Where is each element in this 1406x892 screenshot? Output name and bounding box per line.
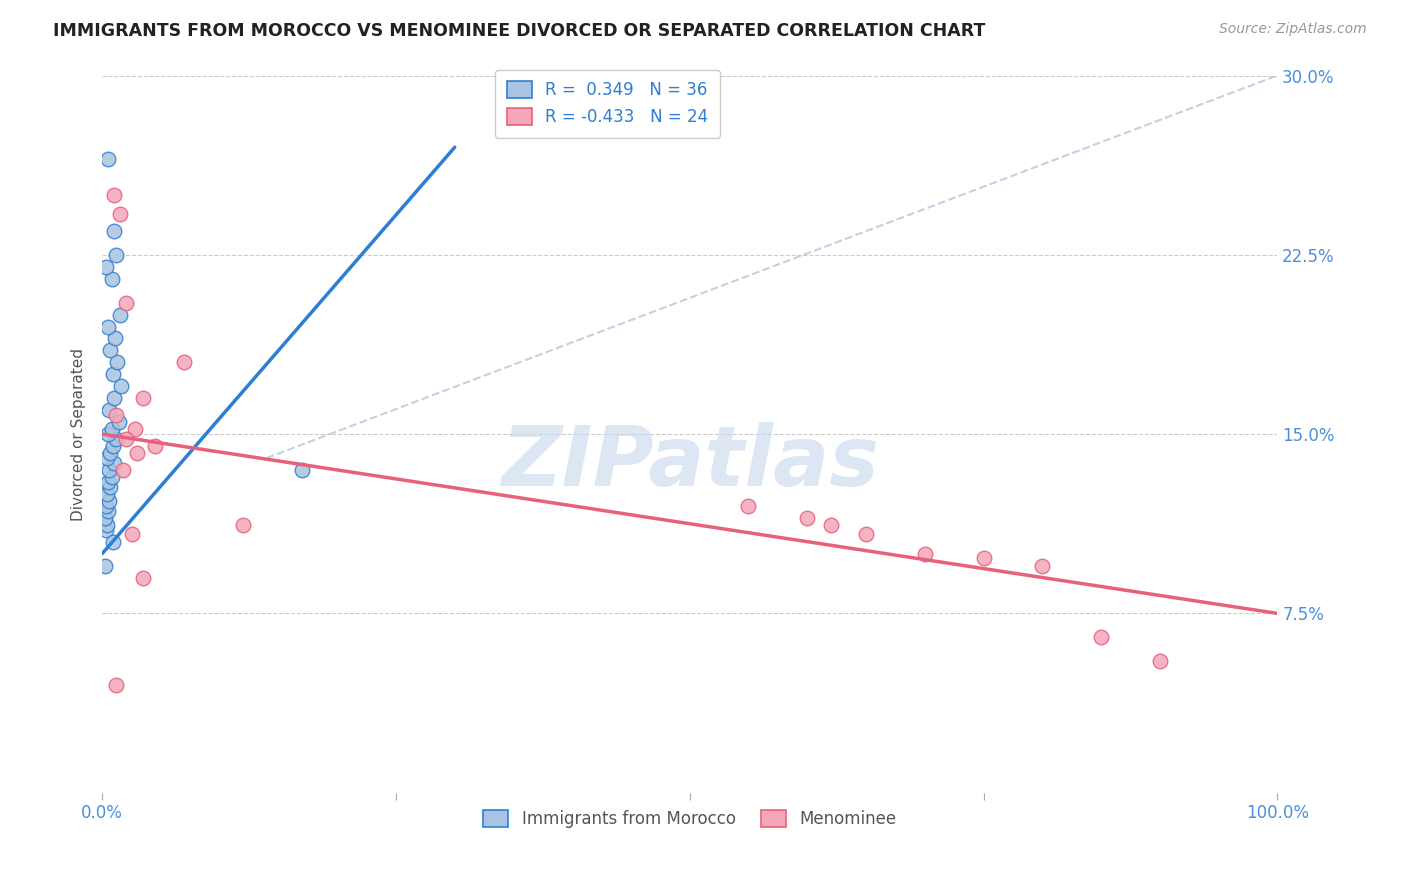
Point	[110, 379, 132, 393]
Point	[100, 470, 122, 484]
Point	[96, 517, 118, 532]
Point	[101, 368, 124, 382]
Point	[96, 450, 118, 465]
Point	[100, 343, 122, 358]
Point	[97, 152, 120, 166]
Point	[1031, 558, 1053, 573]
Point	[132, 570, 155, 584]
Text: ZIPatlas: ZIPatlas	[501, 422, 879, 503]
Text: Source: ZipAtlas.com: Source: ZipAtlas.com	[1219, 22, 1367, 37]
Point	[107, 415, 129, 429]
Point	[112, 463, 135, 477]
Point	[114, 295, 136, 310]
Point	[93, 510, 115, 524]
Legend: Immigrants from Morocco, Menominee: Immigrants from Morocco, Menominee	[477, 803, 903, 835]
Point	[100, 480, 122, 494]
Point	[124, 422, 146, 436]
Point	[98, 403, 121, 417]
Point	[108, 207, 131, 221]
Point	[93, 558, 115, 573]
Point	[94, 523, 117, 537]
Point	[107, 355, 129, 369]
Point	[173, 355, 195, 369]
Point	[105, 678, 128, 692]
Point	[1090, 630, 1112, 644]
Point	[94, 499, 117, 513]
Point	[127, 446, 149, 460]
Y-axis label: Divorced or Separated: Divorced or Separated	[72, 348, 86, 521]
Point	[101, 534, 124, 549]
Point	[108, 308, 131, 322]
Text: IMMIGRANTS FROM MOROCCO VS MENOMINEE DIVORCED OR SEPARATED CORRELATION CHART: IMMIGRANTS FROM MOROCCO VS MENOMINEE DIV…	[53, 22, 986, 40]
Point	[97, 503, 120, 517]
Point	[98, 463, 121, 477]
Point	[973, 551, 995, 566]
Point	[103, 224, 125, 238]
Point	[104, 331, 127, 345]
Point	[132, 391, 155, 405]
Point	[1149, 654, 1171, 668]
Point	[737, 499, 759, 513]
Point	[100, 446, 122, 460]
Point	[114, 432, 136, 446]
Point	[96, 487, 118, 501]
Point	[105, 408, 128, 422]
Point	[103, 391, 125, 405]
Point	[232, 517, 254, 532]
Point	[105, 248, 128, 262]
Point	[143, 439, 166, 453]
Point	[103, 456, 125, 470]
Point	[94, 260, 117, 274]
Point	[855, 527, 877, 541]
Point	[97, 319, 120, 334]
Point	[98, 494, 121, 508]
Point	[914, 547, 936, 561]
Point	[97, 427, 120, 442]
Point	[97, 475, 120, 489]
Point	[105, 432, 128, 446]
Point	[820, 517, 842, 532]
Point	[100, 271, 122, 285]
Point	[101, 439, 124, 453]
Point	[103, 188, 125, 202]
Point	[796, 510, 818, 524]
Point	[100, 422, 122, 436]
Point	[291, 463, 314, 477]
Point	[121, 527, 143, 541]
